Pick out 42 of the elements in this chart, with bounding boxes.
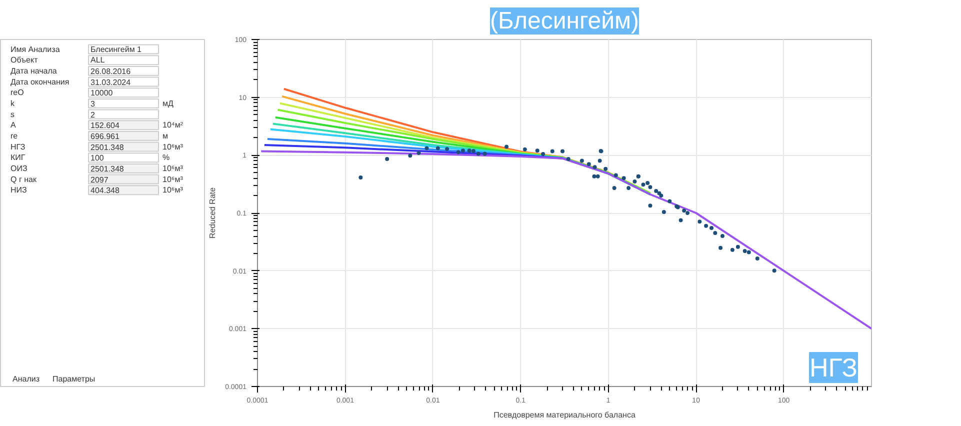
chart-title: (Блесингейм) (490, 8, 639, 34)
text: 152.604 (90, 121, 120, 130)
category-label: НГЗ (10, 142, 26, 152)
y-axis-title: Reduced Rate (208, 186, 218, 239)
text: 10⁶м³ (162, 174, 183, 184)
text: 2097 (90, 175, 108, 184)
text: Анализ (12, 374, 40, 384)
text: 404.348 (90, 186, 120, 196)
text: 10⁶м³ (162, 142, 183, 152)
category-label: s (10, 110, 14, 119)
text: 2501.348 (90, 142, 124, 152)
category-label: КИГ (10, 153, 26, 162)
category-label: Имя Анализа (10, 44, 60, 54)
text: 10⁴м² (162, 120, 183, 130)
text: 100 (90, 154, 104, 163)
text: 2501.348 (90, 164, 124, 174)
text: 10⁶м³ (162, 164, 183, 173)
category-label: A (10, 120, 16, 130)
text: 10000 (90, 88, 113, 98)
x-axis-title: Псевдовремя материального баланса (494, 410, 636, 420)
category-label: k (10, 98, 14, 108)
text: Параметры (52, 374, 96, 384)
text: 31.03.2024 (90, 78, 131, 87)
text: Блесингейм 1 (90, 44, 142, 54)
text: ALL (90, 56, 105, 65)
text: 10⁶м³ (162, 186, 183, 195)
text: м (162, 131, 168, 140)
category-label: reO (10, 88, 24, 98)
category-label: Дата начала (10, 66, 57, 76)
text: 2 (90, 110, 95, 120)
text: 3 (90, 99, 95, 108)
text: мД (162, 98, 174, 108)
annotation: НГЗ (810, 352, 858, 382)
text: 26.08.2016 (90, 66, 131, 76)
category-label: Дата окончания (10, 77, 70, 86)
category-label: НИЗ (10, 186, 27, 195)
category-label: Объект (10, 56, 38, 65)
category-label: ОИЗ (10, 164, 28, 173)
text: % (162, 153, 170, 162)
category-label: Q г нак (10, 174, 36, 184)
text: 696.961 (90, 132, 120, 141)
category-label: re (10, 131, 18, 140)
